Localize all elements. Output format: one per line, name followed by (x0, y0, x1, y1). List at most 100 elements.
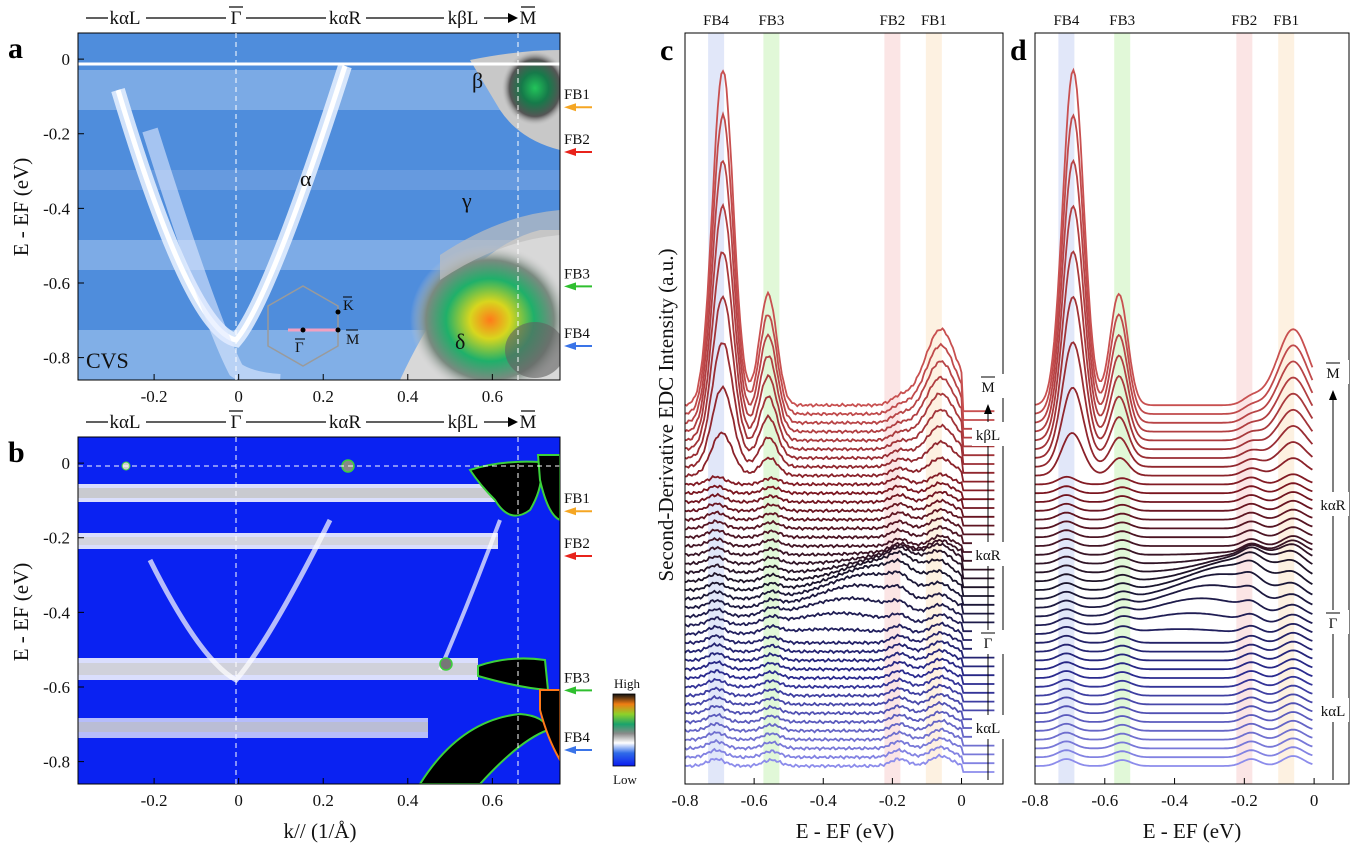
panel-c-curves (684, 69, 995, 773)
beta-label: β (472, 68, 483, 93)
edc-curve (1035, 597, 1313, 618)
edc-curve (1035, 432, 1313, 477)
x-tick-label: -0.2 (1231, 791, 1258, 810)
x-tick-label: -0.2 (141, 387, 168, 406)
edc-curve (1035, 517, 1313, 530)
colorbar-high-label: High (614, 676, 641, 691)
path-label: kβL (448, 8, 479, 29)
flat-band-arrows: FB1 FB2 FB3 FB4 FB1 FB2 FB3 FB4 (564, 87, 592, 755)
x-tick-label: 0.2 (313, 387, 334, 406)
edc-curve (684, 384, 995, 474)
path-label: kαL (109, 8, 140, 29)
path-label: M (520, 8, 537, 29)
edc-curve (1034, 113, 1314, 415)
fb-label: FB4 (564, 730, 590, 746)
panel-a: a α β γ δ CVS (8, 32, 561, 406)
edc-curve (684, 700, 995, 721)
panel-d-axes: FB4 FB3 FB2 FB1 -0.8 -0.6 -0.4 -0.2 0 (1022, 13, 1319, 810)
panel-b-label: b (8, 436, 25, 469)
edc-curve (684, 538, 995, 562)
edc-curve (684, 745, 995, 765)
colorbar-low-label: Low (613, 772, 637, 787)
edc-curve (684, 498, 995, 518)
edc-curve (1035, 711, 1313, 723)
fb-band (1114, 33, 1131, 784)
brillouin-zone-inset: K Γ M (267, 285, 359, 367)
side-label: M (981, 380, 994, 396)
edc-curve (685, 542, 995, 571)
panel-a-ylabel: E - EF (eV) (9, 158, 33, 257)
edc-curve (1035, 508, 1313, 521)
y-tick-label: 0 (62, 454, 71, 473)
x-tick-label: -0.6 (1091, 791, 1118, 810)
edc-curve (1035, 684, 1313, 697)
x-tick-label: 0 (234, 387, 243, 406)
edc-curve (684, 640, 995, 659)
edc-curve (684, 570, 995, 606)
bz-k-label: K (343, 298, 354, 314)
fb-band-label: FB4 (703, 13, 729, 29)
edc-curve (684, 710, 995, 729)
edc-curve (684, 111, 995, 421)
y-tick-label: -0.2 (43, 125, 70, 144)
fb-band-label: FB1 (1273, 13, 1299, 29)
edc-curve (684, 69, 995, 413)
side-label: kαL (1321, 704, 1346, 720)
y-tick-label: -0.8 (43, 753, 70, 772)
edc-curve (1034, 341, 1314, 459)
side-label: kαR (1320, 498, 1345, 514)
side-label: M (1326, 366, 1339, 382)
side-label: kαL (976, 721, 1001, 737)
edc-curve (1035, 559, 1313, 591)
edc-curve (1034, 67, 1314, 407)
panel-c-xlabel: E - EF (eV) (796, 819, 895, 843)
fb-band (763, 33, 780, 784)
edc-curve (1035, 675, 1313, 688)
edc-curve (1035, 482, 1313, 495)
edc-curve (1034, 386, 1313, 468)
panel-d-label: d (1010, 34, 1027, 67)
edc-curve (1035, 546, 1313, 574)
fb-band (884, 33, 901, 784)
side-label: kβL (976, 428, 1000, 444)
edc-curve (1035, 737, 1313, 750)
edc-curve (1035, 570, 1313, 600)
edc-curve (684, 431, 995, 483)
edc-curve (684, 648, 995, 668)
y-tick-label: 0 (62, 50, 71, 69)
edc-curve (684, 481, 995, 501)
panel-b-xlabel: k// (1/Å) (284, 819, 357, 843)
panel-b: b -0.2 0 0.2 0.4 0.6 0 (8, 436, 561, 843)
x-tick-label: -0.8 (672, 791, 699, 810)
edc-curve (684, 342, 995, 465)
edc-curve (1034, 158, 1314, 424)
edc-curve (684, 610, 995, 633)
delta-label: δ (455, 329, 465, 354)
alpha-label: α (300, 166, 312, 191)
edc-curve (1035, 551, 1313, 583)
edc-curve (684, 557, 995, 597)
edc-curve (1035, 693, 1313, 706)
edc-curve (684, 472, 995, 492)
fb-label: FB2 (564, 536, 590, 552)
edc-curve (1035, 746, 1313, 759)
side-label: Γ (984, 636, 993, 652)
x-tick-label: -0.2 (879, 791, 906, 810)
x-tick-label: -0.6 (741, 791, 768, 810)
edc-curve (684, 718, 995, 738)
y-tick-label: -0.6 (43, 274, 70, 293)
edc-curve (1035, 535, 1313, 547)
edc-curve (1035, 622, 1313, 635)
edc-curve (684, 294, 995, 457)
fb-band-label: FB1 (921, 13, 947, 29)
path-label: kαL (109, 412, 140, 433)
edc-curve (1035, 649, 1313, 662)
fb-label: FB1 (564, 87, 590, 103)
edc-curve (1035, 491, 1313, 503)
edc-curve (1035, 526, 1313, 539)
edc-curve (684, 736, 995, 756)
path-label: kβL (448, 412, 479, 433)
edc-curve (1035, 539, 1313, 556)
edc-curve (684, 595, 995, 624)
